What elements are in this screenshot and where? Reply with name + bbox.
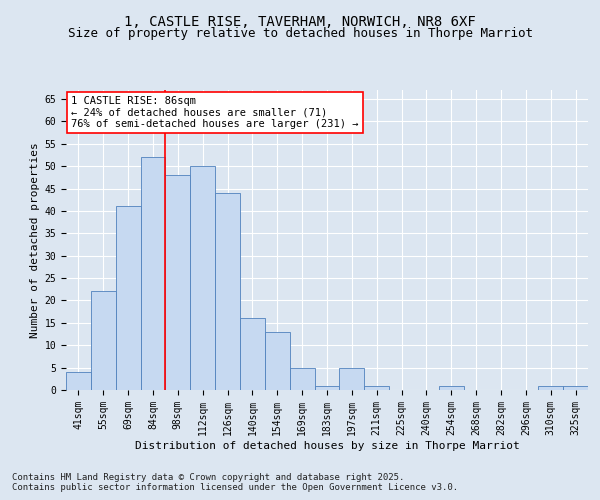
Bar <box>66 372 91 390</box>
Bar <box>563 386 588 390</box>
Bar <box>538 386 563 390</box>
Bar <box>314 386 340 390</box>
Bar <box>364 386 389 390</box>
Bar <box>215 193 240 390</box>
Text: 1, CASTLE RISE, TAVERHAM, NORWICH, NR8 6XF: 1, CASTLE RISE, TAVERHAM, NORWICH, NR8 6… <box>124 15 476 29</box>
Y-axis label: Number of detached properties: Number of detached properties <box>31 142 40 338</box>
Bar <box>439 386 464 390</box>
Bar <box>265 332 290 390</box>
Bar <box>116 206 140 390</box>
Bar <box>166 175 190 390</box>
Bar <box>190 166 215 390</box>
Bar <box>240 318 265 390</box>
Text: Contains HM Land Registry data © Crown copyright and database right 2025.
Contai: Contains HM Land Registry data © Crown c… <box>12 473 458 492</box>
Bar <box>340 368 364 390</box>
Text: Size of property relative to detached houses in Thorpe Marriot: Size of property relative to detached ho… <box>67 28 533 40</box>
Bar <box>290 368 314 390</box>
X-axis label: Distribution of detached houses by size in Thorpe Marriot: Distribution of detached houses by size … <box>134 440 520 450</box>
Bar <box>140 157 166 390</box>
Text: 1 CASTLE RISE: 86sqm
← 24% of detached houses are smaller (71)
76% of semi-detac: 1 CASTLE RISE: 86sqm ← 24% of detached h… <box>71 96 359 129</box>
Bar <box>91 292 116 390</box>
